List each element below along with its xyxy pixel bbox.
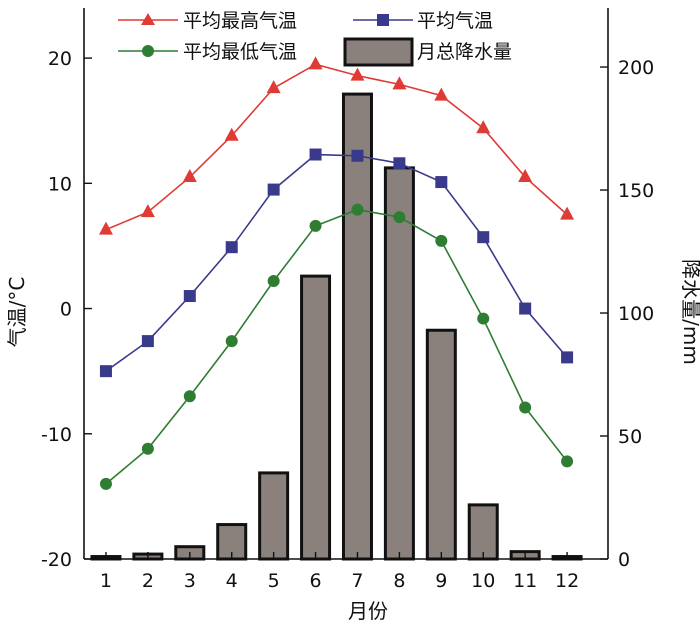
precip-bar-7 — [341, 92, 373, 561]
y-right-tick-label-0: 0 — [618, 549, 630, 571]
series1-point-10 — [477, 231, 490, 244]
x-tick-label-2: 2 — [142, 570, 154, 592]
triangle-marker-icon — [141, 13, 155, 25]
series0-point-10 — [476, 120, 491, 134]
series0-point-2 — [140, 204, 155, 218]
precip-bar-10 — [467, 503, 499, 561]
series2-point-8 — [393, 211, 406, 224]
series1-point-5 — [267, 183, 280, 196]
precipitation-bars — [90, 92, 583, 561]
y-right-tick-label-3: 150 — [618, 180, 654, 202]
series1-point-3 — [183, 290, 196, 303]
precip-bar-6 — [300, 274, 332, 561]
y-right-tick-label-2: 100 — [618, 303, 654, 325]
y-left-tick-label-0: -20 — [41, 549, 72, 571]
series0-point-11 — [518, 169, 533, 183]
series0-point-3 — [182, 169, 197, 183]
y-right-tick-label-4: 200 — [618, 57, 654, 79]
series0-point-1 — [98, 221, 113, 235]
y-axis-right-title: 降水量/mm — [679, 259, 700, 365]
series2-point-9 — [435, 234, 448, 247]
x-axis-title: 月份 — [348, 599, 388, 623]
legend-item-mean-temp: 平均气温 — [353, 10, 493, 32]
x-tick-label-3: 3 — [184, 570, 196, 592]
precip-bar-9 — [425, 328, 457, 561]
legend-item-max-temp: 平均最高气温 — [118, 10, 297, 32]
x-tick-label-11: 11 — [513, 570, 537, 592]
series0-point-7 — [350, 67, 365, 81]
x-tick-label-12: 12 — [555, 570, 579, 592]
x-tick-label-1: 1 — [100, 570, 112, 592]
legend-min-temp-label: 平均最低气温 — [183, 41, 297, 63]
series-line-2 — [105, 208, 568, 485]
circle-marker-icon — [142, 45, 154, 57]
x-tick-label-7: 7 — [351, 570, 363, 592]
y-left-tick-label-2: 0 — [60, 299, 72, 321]
series2-point-12 — [561, 455, 574, 468]
precip-bar-5 — [258, 471, 290, 561]
series1-point-1 — [99, 365, 112, 378]
series1-point-12 — [561, 351, 574, 364]
series0-point-8 — [392, 76, 407, 90]
series2-point-7 — [351, 203, 364, 216]
series1-point-11 — [519, 302, 532, 315]
legend-max-temp-label: 平均最高气温 — [183, 10, 297, 32]
temperature-lines — [98, 56, 575, 490]
series2-point-10 — [477, 312, 490, 325]
x-tick-label-5: 5 — [268, 570, 280, 592]
precip-bar-8 — [383, 166, 415, 561]
legend-precipitation-swatch — [343, 37, 414, 67]
series2-point-2 — [141, 442, 154, 455]
x-tick-label-9: 9 — [435, 570, 447, 592]
series1-point-7 — [351, 149, 364, 162]
series2-point-1 — [99, 477, 112, 490]
legend-item-min-temp: 平均最低气温 — [118, 41, 297, 63]
series1-point-2 — [141, 335, 154, 348]
series2-point-6 — [309, 219, 322, 232]
legend: 平均最高气温 平均气温 平均最低气温 月总降水量 — [118, 10, 512, 67]
legend-mean-temp-label: 平均气温 — [417, 10, 493, 32]
x-tick-label-8: 8 — [393, 570, 405, 592]
series2-point-5 — [267, 274, 280, 287]
series1-point-4 — [225, 241, 238, 254]
y-left-tick-label-4: 20 — [48, 48, 72, 70]
y-right-tick-label-1: 50 — [618, 426, 642, 448]
series2-point-4 — [225, 335, 238, 348]
series0-point-9 — [434, 87, 449, 101]
series0-point-12 — [560, 206, 575, 220]
y-axis-left-title: 气温/°C — [5, 277, 29, 348]
square-marker-icon — [377, 14, 389, 26]
series0-point-6 — [308, 56, 323, 70]
series0-point-5 — [266, 80, 281, 94]
series-line-0 — [105, 63, 568, 231]
series1-point-8 — [393, 157, 406, 170]
legend-precipitation-label: 月总降水量 — [417, 41, 512, 63]
series1-point-6 — [309, 148, 322, 161]
series2-point-3 — [183, 390, 196, 403]
x-tick-label-10: 10 — [471, 570, 495, 592]
y-left-tick-label-3: 10 — [48, 173, 72, 195]
legend-item-precipitation: 月总降水量 — [343, 37, 512, 67]
y-left-tick-label-1: -10 — [41, 424, 72, 446]
series-line-1 — [105, 153, 568, 372]
x-tick-label-4: 4 — [226, 570, 238, 592]
series1-point-9 — [435, 176, 448, 189]
series0-point-4 — [224, 127, 239, 141]
series2-point-11 — [519, 401, 532, 414]
x-tick-label-6: 6 — [310, 570, 322, 592]
